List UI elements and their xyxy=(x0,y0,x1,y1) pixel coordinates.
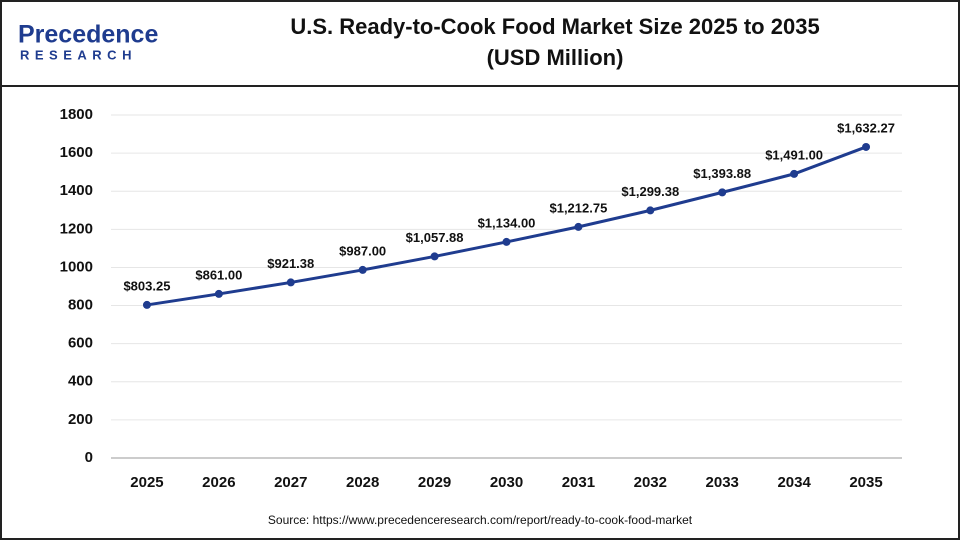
data-label: $861.00 xyxy=(195,267,242,282)
point xyxy=(502,237,511,246)
y-tick-label: 1600 xyxy=(60,144,93,161)
x-tick-label: 2025 xyxy=(130,474,163,491)
y-tick-label: 400 xyxy=(68,373,93,390)
data-label: $1,057.88 xyxy=(406,230,464,245)
y-tick-label: 600 xyxy=(68,335,93,352)
x-tick-label: 2033 xyxy=(706,474,739,491)
chart-title: U.S. Ready-to-Cook Food Market Size 2025… xyxy=(290,14,819,39)
data-label: $1,212.75 xyxy=(549,200,607,215)
point xyxy=(790,169,799,178)
point xyxy=(718,188,727,197)
y-tick-label: 200 xyxy=(68,411,93,428)
point xyxy=(286,278,295,287)
x-tick-label: 2032 xyxy=(634,474,667,491)
x-tick-label: 2027 xyxy=(274,474,307,491)
point xyxy=(574,222,583,231)
point xyxy=(358,265,367,274)
data-label: $1,299.38 xyxy=(621,184,679,199)
point xyxy=(142,300,151,309)
y-tick-label: 1200 xyxy=(60,220,93,237)
x-tick-label: 2028 xyxy=(346,474,379,491)
data-label: $1,393.88 xyxy=(693,166,751,181)
x-tick-label: 2026 xyxy=(202,474,235,491)
x-tick-label: 2030 xyxy=(490,474,523,491)
y-tick-label: 1000 xyxy=(60,258,93,275)
point xyxy=(862,142,871,151)
data-label: $1,491.00 xyxy=(765,147,823,162)
chart-subtitle: (USD Million) xyxy=(487,45,624,70)
logo-name: Precedence xyxy=(18,21,158,49)
data-label: $803.25 xyxy=(123,278,170,293)
data-label: $921.38 xyxy=(267,256,314,271)
data-label: $987.00 xyxy=(339,243,386,258)
data-label: $1,134.00 xyxy=(478,215,536,230)
point xyxy=(646,206,655,215)
source: Source: https://www.precedenceresearch.c… xyxy=(268,513,693,527)
x-tick-label: 2034 xyxy=(777,474,811,491)
y-tick-label: 1800 xyxy=(60,106,93,123)
y-tick-label: 1400 xyxy=(60,182,93,199)
x-tick-label: 2029 xyxy=(418,474,451,491)
y-tick-label: 800 xyxy=(68,297,93,314)
logo-tagline: RESEARCH xyxy=(20,47,137,62)
x-tick-label: 2031 xyxy=(562,474,595,491)
point xyxy=(430,252,439,261)
x-tick-label: 2035 xyxy=(849,474,882,491)
point xyxy=(214,289,223,298)
y-tick-label: 0 xyxy=(85,449,93,466)
data-label: $1,632.27 xyxy=(837,120,895,135)
